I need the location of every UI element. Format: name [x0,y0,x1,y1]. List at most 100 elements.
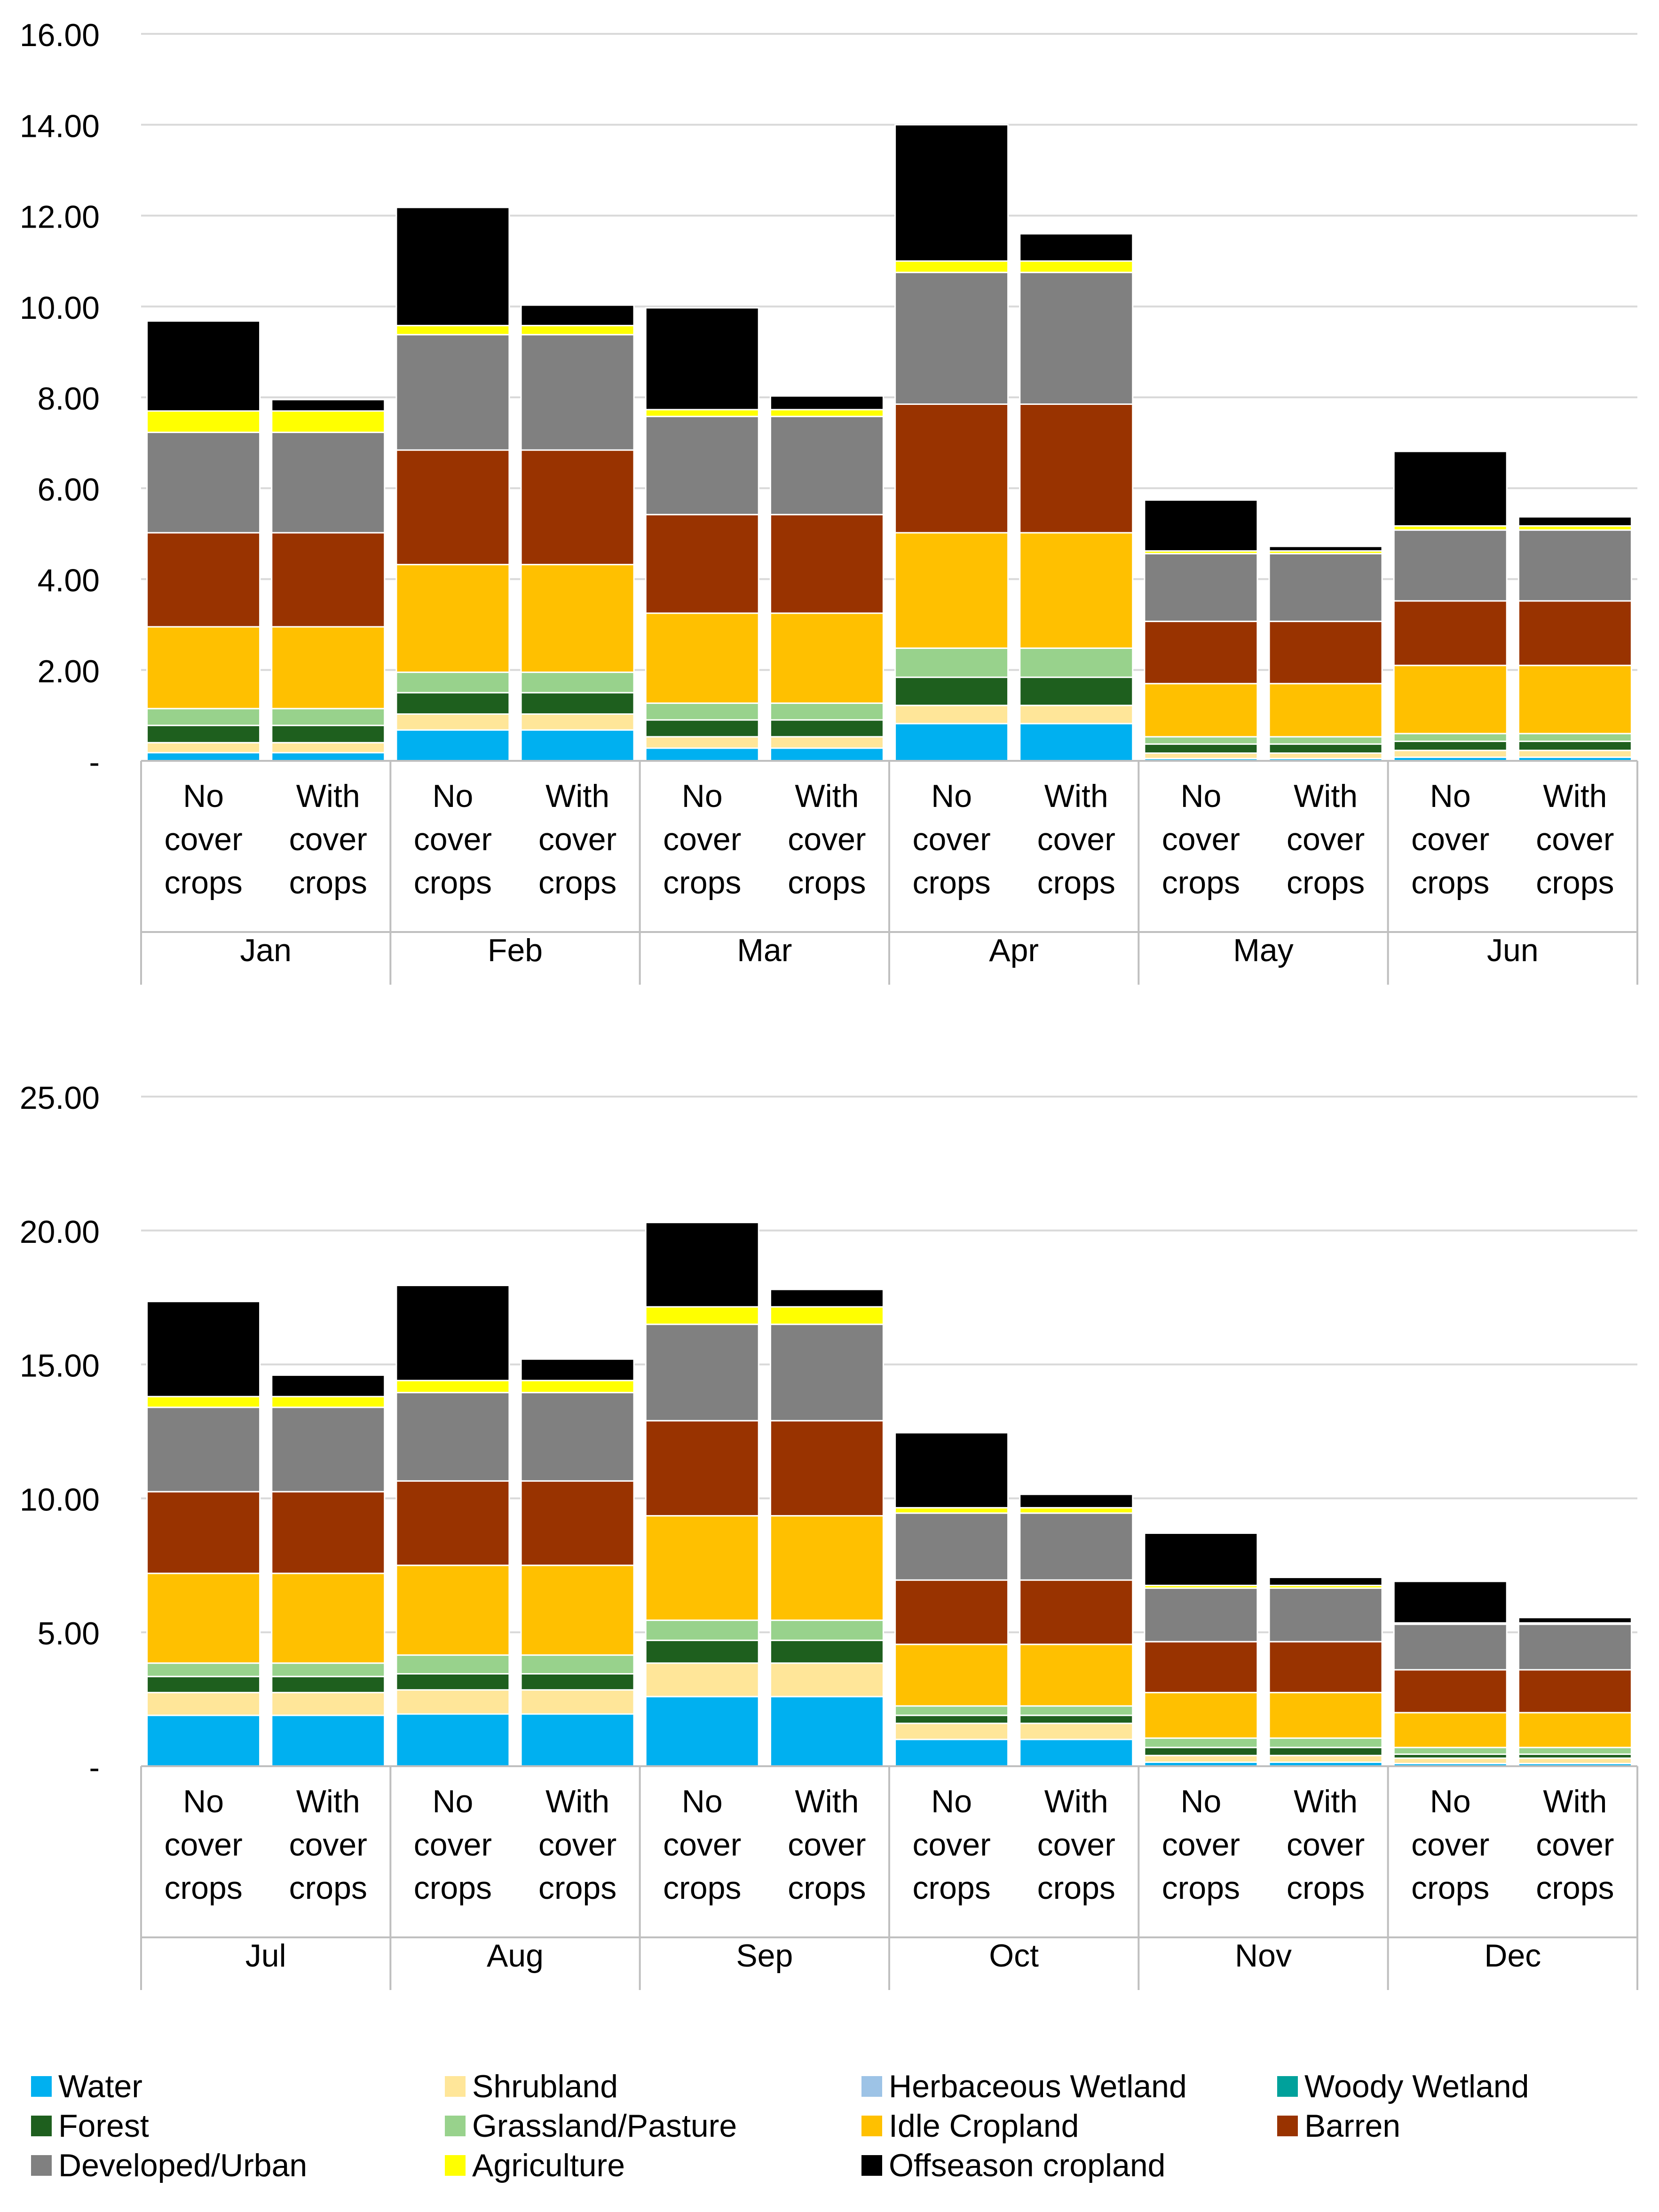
bar-segment-shrubland [271,742,386,754]
legend-label-developed-urban: Developed/Urban [58,2148,308,2183]
legend-label-woody-wetland: Woody Wetland [1304,2069,1529,2104]
y-tick-label: 10.00 [20,1482,100,1517]
bar-segment-offseason-cropland [1517,516,1632,527]
x-category-label: With cover crops [1536,1784,1614,1906]
bar-segment-idle-cropland [769,1515,884,1621]
bar-segment-grassland-pasture [271,1662,386,1677]
legend-swatch-water [31,2076,52,2097]
legend-swatch-herbaceous-wetland [861,2076,882,2097]
y-tick-label: 10.00 [20,290,100,326]
bar-segment-idle-cropland [1268,1691,1383,1739]
bar-segment-offseason-cropland [1268,1576,1383,1587]
bar-segment-shrubland [1517,1757,1632,1764]
bar-segment-agriculture [645,1306,759,1325]
bar-segment-water [1019,1738,1134,1767]
bar-stack [645,1222,759,1767]
bar-stack [1019,1493,1134,1767]
bar-segment-forest [645,1639,759,1664]
bar-segment-water [520,1713,635,1767]
bar-segment-agriculture [769,409,884,418]
bar-segment-idle-cropland [769,612,884,704]
legend-item-developed-urban: Developed/Urban [31,2146,307,2185]
x-category-label: With cover crops [289,1784,367,1906]
y-tick-label: 8.00 [38,381,100,417]
bar-segment-water [395,729,510,762]
bar-segment-shrubland [1393,1757,1508,1764]
x-category-label: With cover crops [788,778,866,901]
bar-segment-water [146,752,261,762]
bar-segment-idle-cropland [894,532,1009,649]
bar-segment-barren [395,449,510,566]
bar-segment-agriculture [769,1306,884,1325]
bar-segment-grassland-pasture [1019,1705,1134,1716]
bar-segment-developed-urban [1517,529,1632,602]
bar-segment-offseason-cropland [271,399,386,412]
bar-segment-agriculture [1019,1507,1134,1514]
bar-segment-shrubland [1019,1722,1134,1740]
legend-swatch-idle-cropland [861,2116,882,2136]
bar-segment-forest [1517,740,1632,751]
bar-segment-shrubland [894,704,1009,725]
bar-segment-grassland-pasture [769,702,884,721]
bar-segment-barren [894,403,1009,534]
x-category-label: No cover crops [414,778,492,901]
bar-stack [1268,1576,1383,1767]
bar-stack [395,1285,510,1767]
x-category-label: With cover crops [1536,778,1614,901]
bar-segment-forest [146,1675,261,1693]
bar-segment-idle-cropland [1393,1712,1508,1748]
bar-segment-grassland-pasture [271,708,386,727]
bar-segment-barren [271,1491,386,1574]
bar-segment-developed-urban [1393,529,1508,602]
bar-segment-offseason-cropland [395,206,510,326]
legend-swatch-offseason-cropland [861,2155,882,2176]
bar-segment-grassland-pasture [1517,733,1632,742]
bar-segment-developed-urban [395,1391,510,1482]
bar-segment-idle-cropland [894,1643,1009,1707]
bar-segment-grassland-pasture [769,1620,884,1641]
bar-segment-agriculture [520,1380,635,1393]
bar-segment-grassland-pasture [894,647,1009,678]
x-group-label: Jun [1487,932,1539,968]
x-category-label: No cover crops [663,1784,741,1906]
x-category-label: No cover crops [912,778,990,901]
bar-segment-grassland-pasture [146,1662,261,1677]
x-category-label: No cover crops [1162,1784,1240,1906]
x-category-label: No cover crops [1411,778,1489,901]
bar-segment-developed-urban [769,1323,884,1422]
bar-segment-developed-urban [271,1406,386,1493]
bar-segment-idle-cropland [271,626,386,710]
bar-stack [271,399,386,762]
legend-label-agriculture: Agriculture [472,2148,625,2183]
chart-panel-2: - 5.00 10.00 15.00 20.00 25.00 No cover crops Wit… [20,1080,1638,1990]
bar-segment-water [894,723,1009,762]
bar-segment-developed-urban [1019,271,1134,405]
y-tick-label: 4.00 [38,563,100,599]
x-category-label: With cover crops [1037,778,1115,901]
bar-segment-offseason-cropland [1517,1617,1632,1624]
bar-stack [520,1358,635,1767]
bar-segment-developed-urban [520,334,635,451]
legend-item-water: Water [31,2067,142,2106]
bar-segment-forest [395,1673,510,1691]
bar-segment-shrubland [1393,750,1508,758]
bar-segment-developed-urban [894,271,1009,405]
bar-segment-barren [645,1420,759,1517]
legend-item-shrubland: Shrubland [445,2067,618,2106]
legend-item-idle-cropland: Idle Cropland [861,2106,1079,2146]
bar-segment-forest [271,1675,386,1693]
bar-segment-agriculture [520,324,635,336]
bar-segment-idle-cropland [1517,1712,1632,1748]
legend-label-herbaceous-wetland: Herbaceous Wetland [889,2069,1187,2104]
bar-segment-offseason-cropland [395,1285,510,1382]
bar-segment-water [769,747,884,762]
bar-segment-barren [1268,1641,1383,1693]
bar-segment-offseason-cropland [146,320,261,412]
bar-segment-barren [146,532,261,628]
bar-segment-offseason-cropland [1144,499,1258,552]
bar-segment-shrubland [146,1691,261,1716]
bar-segment-barren [1019,403,1134,534]
bar-segment-offseason-cropland [271,1374,386,1398]
x-category-label: With cover crops [538,778,616,901]
bar-segment-forest [894,676,1009,706]
